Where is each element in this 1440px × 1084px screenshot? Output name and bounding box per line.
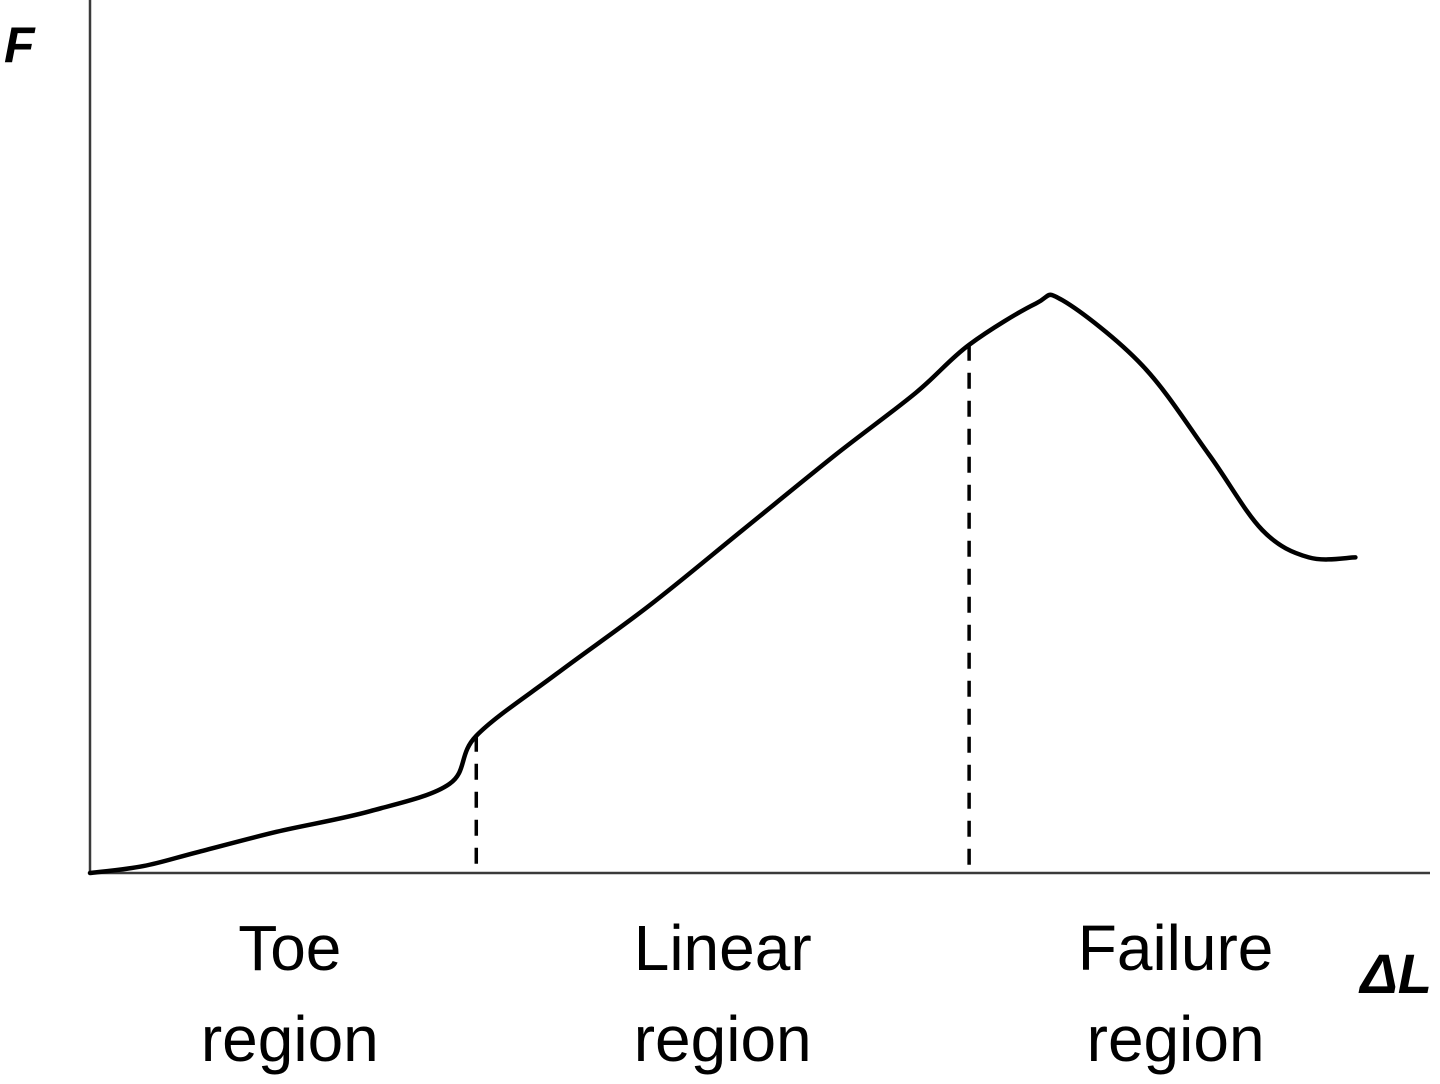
region-label-1-line1: Toe	[238, 912, 341, 984]
axes	[88, 0, 1430, 875]
force-curve	[87, 292, 1358, 876]
region-labels: Toe region Linear region Failure region	[201, 912, 1274, 1075]
region-label-3-line2: region	[1087, 1003, 1265, 1075]
region-label-1-line2: region	[201, 1003, 379, 1075]
region-label-3-line1: Failure	[1078, 912, 1274, 984]
region-label-2-line2: region	[634, 1003, 812, 1075]
region-label-2-line1: Linear	[634, 912, 812, 984]
x-axis-label: ΔL	[1358, 942, 1432, 1005]
y-axis-label: F	[4, 17, 36, 73]
region-boundaries	[474, 344, 971, 873]
